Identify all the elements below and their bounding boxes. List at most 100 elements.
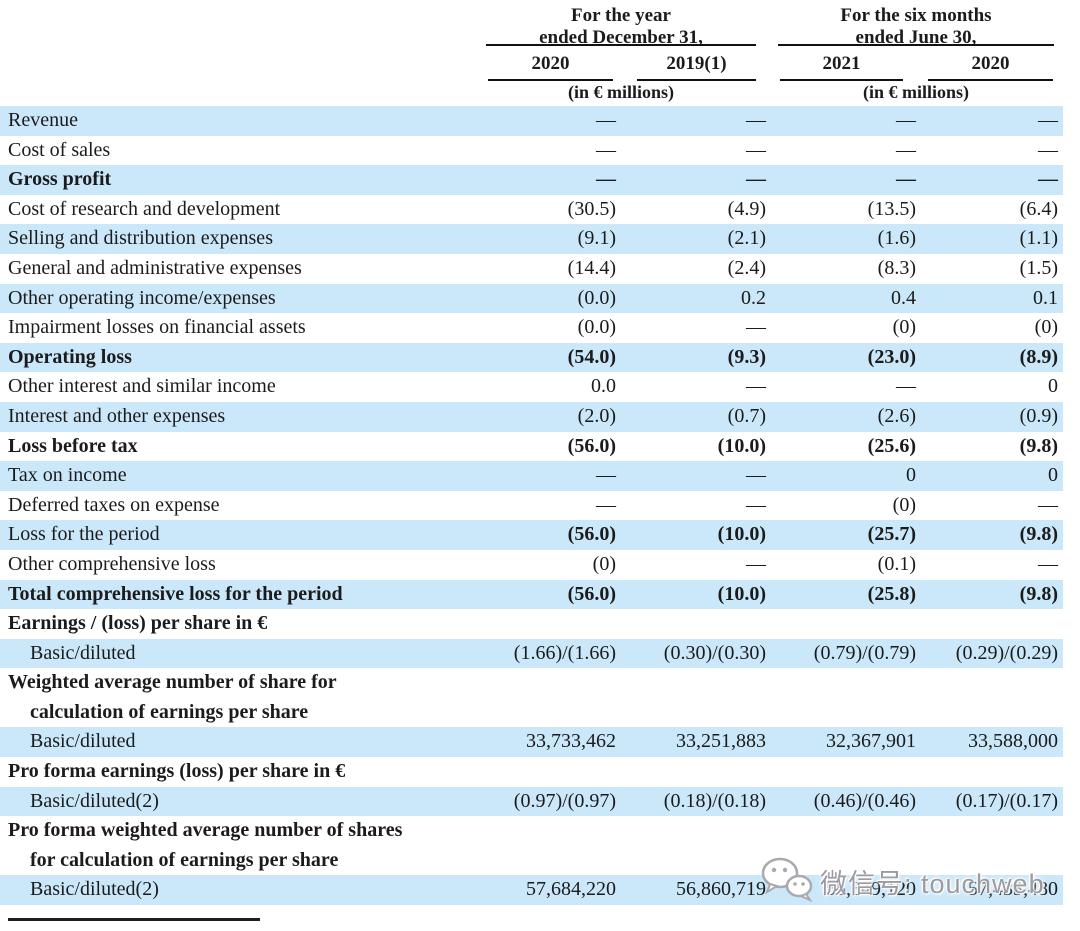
cell-value: —: [746, 109, 766, 131]
cell-value: (2.4): [727, 256, 766, 279]
cell-value: 33,251,883: [676, 730, 766, 753]
cell-value: (54.0): [567, 345, 616, 368]
row-label: Other comprehensive loss: [8, 552, 216, 575]
row-label: Selling and distribution expenses: [8, 227, 273, 250]
cell-value: 0.4: [891, 286, 916, 309]
column-header-2020-h1: 2020: [928, 53, 1053, 81]
group2-title-line2: ended June 30,: [855, 27, 977, 48]
cell-value: (10.0): [717, 434, 766, 457]
table-row: Loss for the period (56.0) (10.0) (25.7) (9.…: [0, 520, 1080, 550]
row-label: Earnings / (loss) per share in €: [8, 612, 268, 635]
watermark-text: 微信号: touchweb: [820, 869, 1045, 899]
cell-value: (1.6): [877, 227, 916, 250]
table-row: Other operating income/expenses (0.0) 0.2 0…: [0, 283, 1080, 314]
row-label: for calculation of earnings per share: [30, 848, 339, 871]
cell-value: 57,433,480: [968, 878, 1058, 901]
cell-value: —: [746, 168, 766, 191]
cell-value: (56.0): [567, 582, 616, 605]
table-row: Gross profit — — — —: [0, 165, 1080, 195]
cell-value: (8.3): [877, 256, 916, 279]
cell-value: (25.7): [867, 523, 916, 546]
cell-value: —: [596, 464, 616, 487]
cell-value: 0: [1048, 375, 1058, 398]
column-header-2019: 2019(1): [637, 53, 756, 81]
row-label: Loss for the period: [8, 523, 160, 546]
row-label: Basic/diluted: [30, 641, 136, 664]
table-row: Other interest and similar income 0.0 — — 0: [0, 372, 1080, 402]
cell-value: 55,849,120: [826, 878, 916, 901]
row-label: calculation of earnings per share: [30, 700, 309, 723]
row-label: Cost of research and development: [8, 197, 281, 220]
cell-value: (56.0): [567, 523, 616, 546]
cell-value: —: [746, 552, 766, 575]
cell-value: (25.6): [867, 434, 916, 457]
table-body: Revenue — — — — Cost of sales — — — — Gross profit…: [0, 106, 1080, 905]
cell-value: (2.0): [577, 404, 616, 427]
cell-value: (0.30)/(0.30): [663, 641, 766, 664]
cell-value: (0): [892, 493, 916, 516]
cell-value: —: [896, 168, 916, 191]
row-label: Interest and other expenses: [8, 404, 226, 427]
table-row: calculation of earnings per share: [0, 698, 1080, 728]
table-row: Interest and other expenses (2.0) (0.7) (2.…: [0, 401, 1080, 432]
column-header-2021: 2021: [780, 53, 903, 81]
row-label: Other interest and similar income: [8, 375, 276, 398]
cell-value: 0: [1048, 464, 1058, 487]
row-label: Revenue: [8, 109, 78, 131]
row-label: Impairment losses on financial assets: [8, 316, 306, 339]
cell-value: (0): [892, 316, 916, 339]
cell-value: (1.1): [1019, 227, 1058, 250]
cell-value: (2.6): [877, 404, 916, 427]
cell-value: (1.5): [1019, 256, 1058, 279]
table-row: Total comprehensive loss for the period (…: [0, 579, 1080, 610]
cell-value: (0.17)/(0.17): [955, 789, 1058, 812]
cell-value: 33,733,462: [526, 730, 616, 753]
table-row: Deferred taxes on expense — — (0) —: [0, 491, 1080, 521]
cell-value: (10.0): [717, 523, 766, 546]
cell-value: (14.4): [567, 256, 616, 279]
table-row: Loss before tax (56.0) (10.0) (25.6) (9.8): [0, 432, 1080, 462]
cell-value: —: [896, 375, 916, 398]
cell-value: —: [1038, 109, 1058, 131]
cell-value: (9.8): [1019, 523, 1058, 546]
cell-value: —: [1038, 493, 1058, 516]
cell-value: (0.0): [577, 316, 616, 339]
cell-value: 0: [906, 464, 916, 487]
table-row: General and administrative expenses (14.4…: [0, 254, 1080, 284]
cell-value: —: [746, 493, 766, 516]
cell-value: (8.9): [1019, 345, 1058, 368]
table-row: Cost of sales — — — —: [0, 136, 1080, 166]
cell-value: —: [1038, 138, 1058, 161]
cell-value: 56,860,719: [676, 878, 766, 901]
group2-title-line1: For the six months: [840, 5, 992, 26]
cell-value: —: [746, 316, 766, 339]
row-label: Total comprehensive loss for the period: [8, 582, 343, 605]
cell-value: —: [896, 109, 916, 131]
unit-label-group2: (in € millions): [862, 82, 969, 102]
group1-title-line2: ended December 31,: [539, 27, 703, 48]
cell-value: (6.4): [1019, 197, 1058, 220]
cell-value: (0.9): [1019, 404, 1058, 427]
cell-value: (0.1): [877, 552, 916, 575]
cell-value: —: [896, 138, 916, 161]
cell-value: (9.3): [727, 345, 766, 368]
cell-value: 0.2: [741, 286, 766, 309]
cell-value: —: [746, 464, 766, 487]
cell-value: 33,588,000: [968, 730, 1058, 753]
table-row: Other comprehensive loss (0) — (0.1) —: [0, 550, 1080, 580]
group1-rule: [486, 44, 756, 46]
row-label: Operating loss: [8, 345, 132, 368]
table-row: Weighted average number of share for: [0, 668, 1080, 698]
cell-value: 32,367,901: [826, 730, 916, 753]
row-label: Basic/diluted(2): [30, 789, 159, 812]
row-label: Loss before tax: [8, 434, 138, 457]
cell-value: (56.0): [567, 434, 616, 457]
group1-title-line1: For the year: [571, 5, 671, 26]
table-row: Earnings / (loss) per share in €: [0, 609, 1080, 639]
cell-value: (9.8): [1019, 434, 1058, 457]
wechat-icon: [760, 856, 814, 907]
row-label: General and administrative expenses: [8, 256, 302, 279]
row-label: Weighted average number of share for: [8, 671, 337, 694]
column-group-six-months: For the six months ended June 30,: [778, 0, 1054, 53]
row-label: Basic/diluted: [30, 730, 136, 753]
